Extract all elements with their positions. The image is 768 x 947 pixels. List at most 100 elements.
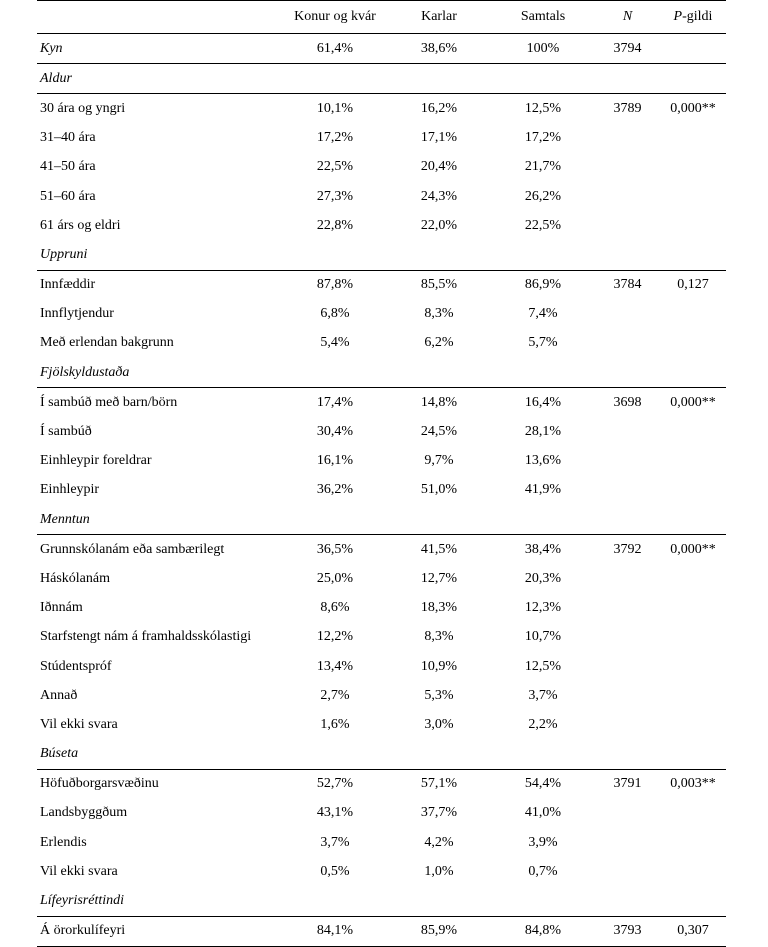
total-value: 2,2% xyxy=(528,716,558,732)
table-header-row: Konur og kvár Karlar Samtals N P-gildi xyxy=(37,0,726,34)
women-value: 16,1% xyxy=(316,453,354,469)
total-value: 3,7% xyxy=(528,687,558,703)
women-value: 2,7% xyxy=(320,687,350,703)
women-value: 17,4% xyxy=(316,394,354,410)
women-value: 6,8% xyxy=(320,306,350,322)
total-value: 12,5% xyxy=(524,100,562,116)
men-value: 10,9% xyxy=(420,658,458,674)
header-p-prefix: P xyxy=(673,9,683,24)
row-label: Annað xyxy=(40,687,78,703)
table-row: Starfstengt nám á framhaldsskólastigi 12,… xyxy=(37,623,726,652)
total-value: 54,4% xyxy=(524,776,562,792)
men-value: 17,1% xyxy=(420,130,458,146)
p-value xyxy=(660,124,726,153)
women-value: 17,2% xyxy=(316,130,354,146)
total-value: 41,0% xyxy=(524,805,562,821)
section-header-row: Lífeyrisréttindi xyxy=(37,886,726,917)
women-value: 52,7% xyxy=(316,776,354,792)
table-row: 61 árs og eldri 22,8% 22,0% 22,5% xyxy=(37,211,726,240)
women-value: 12,2% xyxy=(316,629,354,645)
women-value: 22,8% xyxy=(316,217,354,233)
section-label: Lífeyrisréttindi xyxy=(37,886,283,917)
n-value xyxy=(595,564,660,593)
men-value: 3,0% xyxy=(424,716,454,732)
p-value xyxy=(660,63,726,95)
table-row: Höfuðborgarsvæðinu 52,7% 57,1% 54,4% 3791 0,0… xyxy=(37,769,726,799)
p-value xyxy=(660,710,726,739)
n-value: 3794 xyxy=(595,33,660,65)
total-value: 41,9% xyxy=(524,482,562,498)
header-label-cell xyxy=(37,1,283,34)
table-row: Háskólanám 25,0% 12,7% 20,3% xyxy=(37,564,726,593)
header-men: Karlar xyxy=(421,9,457,24)
row-label: Háskólanám xyxy=(40,570,110,586)
men-value: 16,2% xyxy=(420,100,458,116)
women-value: 87,8% xyxy=(316,277,354,293)
total-value xyxy=(491,739,595,770)
women-value: 8,6% xyxy=(320,600,350,616)
table-row: Einhleypir 36,2% 51,0% 41,9% xyxy=(37,476,726,505)
n-value xyxy=(595,710,660,739)
men-value: 14,8% xyxy=(420,394,458,410)
men-value xyxy=(387,240,491,271)
n-value xyxy=(595,63,660,95)
women-value: 25,0% xyxy=(316,570,354,586)
demographics-table: Konur og kvár Karlar Samtals N P-gildi K… xyxy=(37,0,726,947)
section-header-row: Fjölskyldustaða xyxy=(37,358,726,389)
section-header-row: Búseta xyxy=(37,739,726,770)
p-value xyxy=(660,447,726,476)
women-value: 27,3% xyxy=(316,188,354,204)
men-value xyxy=(387,63,491,95)
total-value: 17,2% xyxy=(524,130,562,146)
row-label: Með erlendan bakgrunn xyxy=(40,335,174,351)
men-value: 5,3% xyxy=(424,687,454,703)
row-label: Höfuðborgarsvæðinu xyxy=(40,776,159,792)
row-label: Vil ekki svara xyxy=(40,863,118,879)
n-value xyxy=(595,505,660,536)
men-value: 37,7% xyxy=(420,805,458,821)
n-value xyxy=(595,594,660,623)
total-value: 13,6% xyxy=(524,453,562,469)
total-value xyxy=(491,358,595,389)
p-value xyxy=(660,652,726,681)
header-p-suffix: -gildi xyxy=(682,9,713,24)
n-value xyxy=(595,300,660,329)
total-value xyxy=(491,505,595,536)
women-value: 84,1% xyxy=(283,916,387,947)
header-women: Konur og kvár xyxy=(294,9,376,24)
p-value xyxy=(660,594,726,623)
table-row: Einhleypir foreldrar 16,1% 9,7% 13,6% xyxy=(37,447,726,476)
p-value xyxy=(660,623,726,652)
women-value xyxy=(283,240,387,271)
women-value xyxy=(283,739,387,770)
header-n: N xyxy=(622,9,633,24)
men-value: 24,3% xyxy=(420,188,458,204)
section-label: Búseta xyxy=(37,739,283,770)
women-value: 10,1% xyxy=(316,100,354,116)
p-value xyxy=(660,300,726,329)
p-value xyxy=(660,240,726,271)
p-value xyxy=(660,857,726,886)
n-value xyxy=(595,857,660,886)
table-row: Annað 2,7% 5,3% 3,7% xyxy=(37,681,726,710)
row-label: Einhleypir xyxy=(40,482,100,498)
men-value: 24,5% xyxy=(420,424,458,440)
total-value: 20,3% xyxy=(524,570,562,586)
total-value: 12,3% xyxy=(524,600,562,616)
total-value: 100% xyxy=(491,33,595,65)
table-row: Innfæddir 87,8% 85,5% 86,9% 3784 0,127 xyxy=(37,270,726,300)
row-label: Í sambúð xyxy=(40,424,92,440)
n-value xyxy=(595,447,660,476)
n-value xyxy=(595,240,660,271)
table-row: Á örorkulífeyri 84,1% 85,9% 84,8% 3793 0,307 xyxy=(37,916,726,947)
men-value xyxy=(387,505,491,536)
row-label: Innflytjendur xyxy=(40,306,114,322)
p-value xyxy=(660,153,726,182)
total-value: 84,8% xyxy=(491,916,595,947)
total-value: 38,4% xyxy=(524,541,562,557)
total-value: 26,2% xyxy=(524,188,562,204)
women-value: 36,2% xyxy=(316,482,354,498)
n-value xyxy=(595,358,660,389)
p-value xyxy=(660,182,726,211)
men-value xyxy=(387,886,491,917)
